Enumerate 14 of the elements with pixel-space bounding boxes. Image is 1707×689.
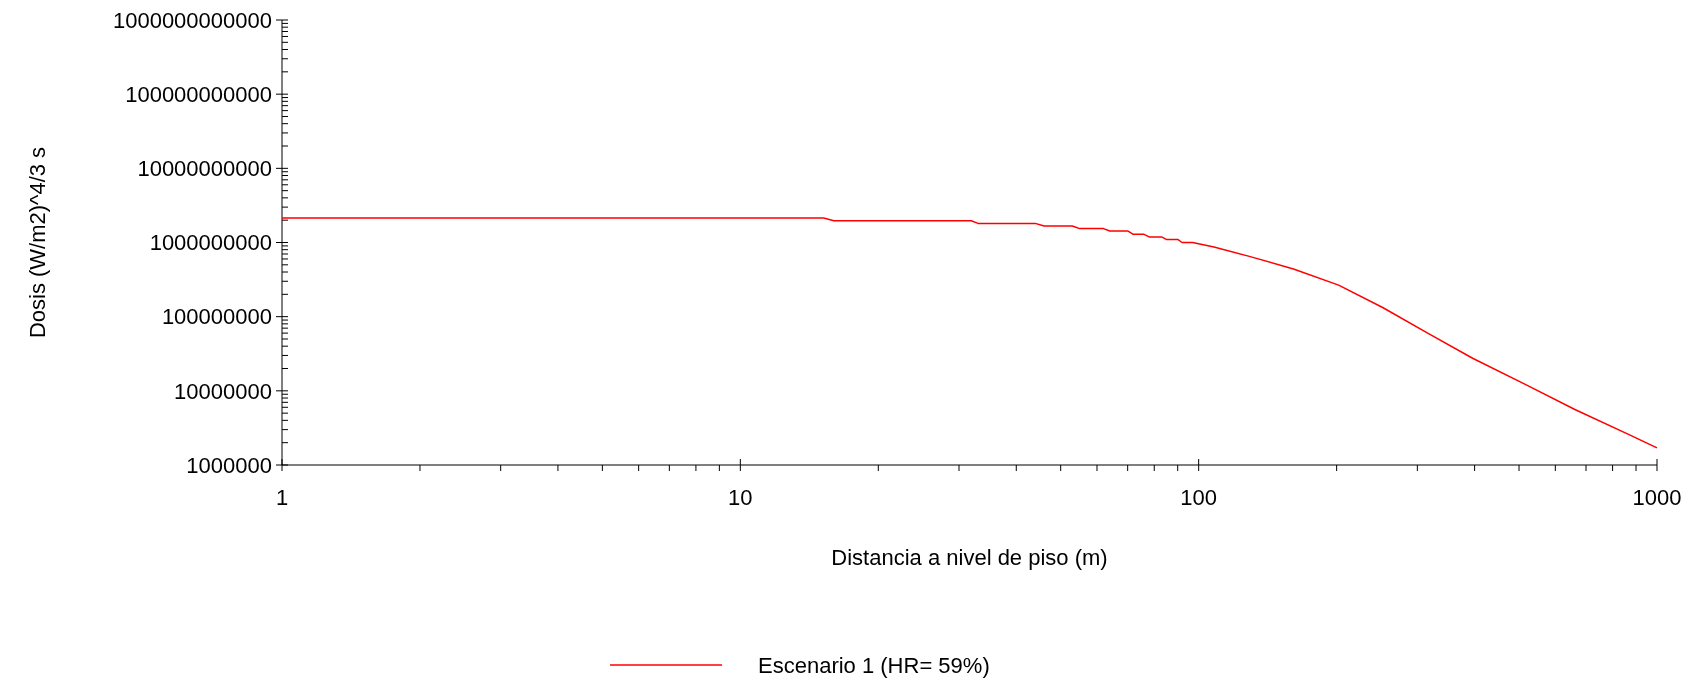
x-tick-label: 10: [728, 485, 753, 510]
y-axis-title: Dosis (W/m2)^4/3 s: [25, 146, 50, 339]
y-tick-label: 1000000000000: [112, 7, 272, 33]
y-tick-label: 100000000: [161, 304, 272, 330]
y-tick-label: 10000000000: [137, 156, 272, 182]
x-tick-label: 100: [1180, 485, 1218, 510]
y-tick-label: 1000000000: [149, 230, 272, 256]
y-tick-label: 10000000: [174, 378, 272, 404]
x-tick-label: 1000: [1632, 485, 1682, 510]
x-tick-label: 1: [275, 485, 289, 510]
y-tick-label: 100000000000: [125, 81, 272, 107]
x-axis-title: Distancia a nivel de piso (m): [831, 545, 1108, 570]
text: Escenario 1 (HR= 59%): [758, 652, 990, 678]
y-tick-label: 1000000: [186, 452, 272, 478]
